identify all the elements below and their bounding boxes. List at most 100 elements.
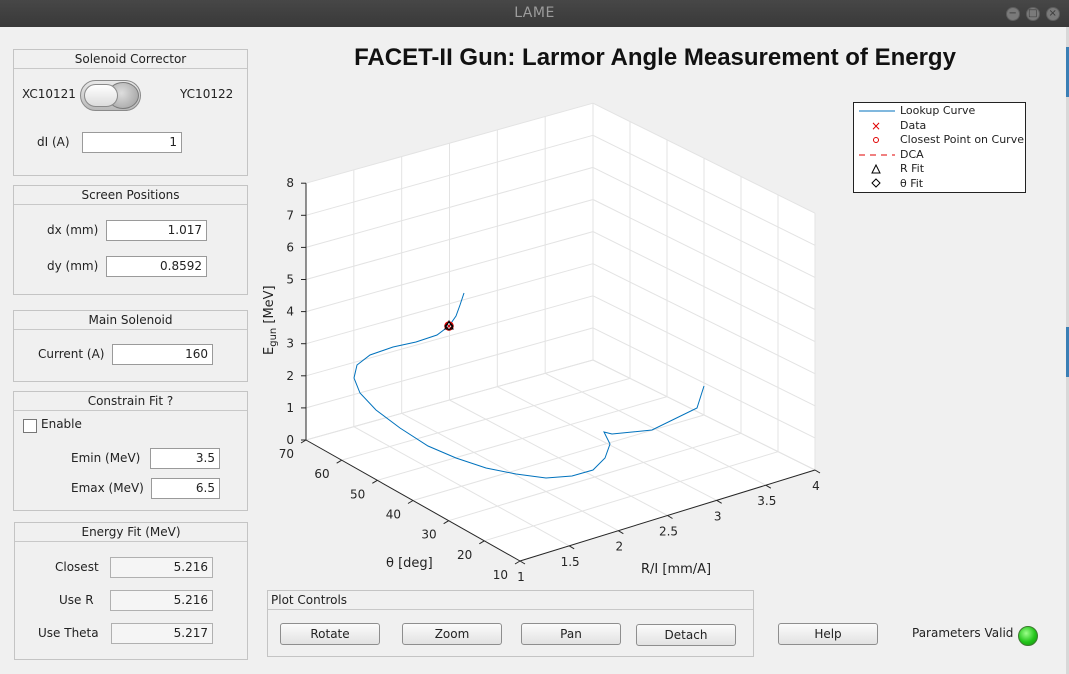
y-tick-label: 30 <box>421 528 436 542</box>
maximize-icon[interactable]: □ <box>1026 7 1040 21</box>
emax-field[interactable]: 6.5 <box>151 478 220 499</box>
current-label: Current (A) <box>38 347 105 361</box>
xc-label: XC10121 <box>22 87 76 101</box>
current-field[interactable]: 160 <box>112 344 213 365</box>
z-tick-label: 1 <box>286 401 294 415</box>
grid-line <box>341 377 631 461</box>
x-tick <box>667 515 673 519</box>
energy-fit-panel: Energy Fit (MeV) Closest 5.216 Use R 5.2… <box>14 522 248 660</box>
theta-fit-marker <box>444 321 454 331</box>
y-tick-label: 40 <box>386 508 401 522</box>
grid-line <box>305 359 594 441</box>
y-tick <box>514 560 521 565</box>
z-tick-label: 4 <box>286 305 294 319</box>
panel-title: Main Solenoid <box>14 311 247 330</box>
x-tick <box>618 530 624 535</box>
legend-entry: DCA <box>900 148 924 161</box>
pan-button[interactable]: Pan <box>521 623 621 645</box>
detach-button[interactable]: Detach <box>636 624 736 646</box>
x-tick <box>765 484 772 489</box>
legend-entry: Data <box>900 119 927 132</box>
x-tick-label: 3.5 <box>757 494 776 508</box>
y-tick-label: 20 <box>457 548 472 562</box>
y-tick-label: 10 <box>493 568 508 582</box>
y-tick-label: 60 <box>314 467 329 481</box>
status-led-icon <box>1018 626 1038 646</box>
z-tick-label: 2 <box>286 369 294 383</box>
z-tick-label: 6 <box>286 240 294 254</box>
panel-title: Screen Positions <box>14 186 247 205</box>
x-tick-label: 2.5 <box>659 525 678 539</box>
z-tick-label: 0 <box>286 433 294 447</box>
grid-line <box>305 199 594 280</box>
panel-title: Solenoid Corrector <box>14 50 247 69</box>
y-tick <box>479 540 485 545</box>
grid-line <box>592 359 816 471</box>
grid-line <box>305 263 594 345</box>
toggle-lever[interactable] <box>84 84 118 107</box>
y-tick <box>443 520 449 525</box>
grid-line <box>592 134 816 246</box>
plot-controls-panel: Plot Controls Rotate Zoom Pan Detach <box>267 590 754 657</box>
dx-field[interactable]: 1.017 <box>106 220 207 241</box>
dy-field[interactable]: 0.8592 <box>106 256 207 277</box>
y-tick <box>407 500 414 504</box>
user-label: Use R <box>59 593 94 607</box>
di-field[interactable]: 1 <box>82 132 182 153</box>
screen-positions-panel: Screen Positions dx (mm) 1.017 dy (mm) 0… <box>13 185 248 295</box>
minimize-icon[interactable]: − <box>1006 7 1020 21</box>
grid-line <box>377 396 668 481</box>
grid-line <box>484 451 779 542</box>
legend-entry: Lookup Curve <box>900 104 976 117</box>
emax-label: Emax (MeV) <box>71 481 144 495</box>
marker-group: × <box>444 319 454 333</box>
data-x-marker: × <box>444 319 454 333</box>
close-icon[interactable]: × <box>1046 7 1060 21</box>
grid-line <box>592 102 816 214</box>
yc-label: YC10122 <box>180 87 234 101</box>
zoom-button[interactable]: Zoom <box>402 623 502 645</box>
z-tick-label: 3 <box>286 337 294 351</box>
lookup-curve <box>353 292 705 479</box>
grid-line <box>592 166 816 278</box>
x-axis-label: R/I [mm/A] <box>641 562 711 577</box>
plot-legend[interactable]: × Lookup Curve Data Closest Point on Cur… <box>853 102 1026 193</box>
x-tick <box>814 469 821 474</box>
lookup-curve-group <box>353 292 705 479</box>
x-tick-label: 2 <box>616 540 624 554</box>
legend-entry: Closest Point on Curve <box>900 133 1024 146</box>
usetheta-field: 5.217 <box>111 623 213 644</box>
grid-line <box>305 295 594 377</box>
x-tick <box>716 499 722 504</box>
x-tick <box>568 545 575 550</box>
grid-line <box>305 231 594 313</box>
floor-plane <box>306 360 815 561</box>
usetheta-label: Use Theta <box>38 626 99 640</box>
y-tick <box>336 459 342 464</box>
grid-line <box>592 327 816 439</box>
window-title: LAME <box>514 5 555 21</box>
grid-line <box>305 102 594 184</box>
emin-field[interactable]: 3.5 <box>150 448 220 469</box>
x-tick-label: 1 <box>517 570 525 584</box>
x-tick-label: 4 <box>812 479 820 493</box>
legend-triangle-glyph <box>871 163 881 174</box>
closest-field: 5.216 <box>110 557 213 578</box>
rotate-button[interactable]: Rotate <box>280 623 380 645</box>
x-tick-label: 3 <box>714 509 722 523</box>
y-axis-label: θ [deg] <box>386 556 433 571</box>
z-tick-label: 8 <box>286 176 294 190</box>
x-tick <box>519 560 526 565</box>
corrector-toggle-switch[interactable] <box>80 80 141 111</box>
emin-label: Emin (MeV) <box>71 451 141 465</box>
z-tick-label: 7 <box>286 208 294 222</box>
main-solenoid-panel: Main Solenoid Current (A) 160 <box>13 310 248 382</box>
axes-grid <box>305 102 816 562</box>
enable-checkbox[interactable] <box>23 419 37 433</box>
plot-title: FACET-II Gun: Larmor Angle Measurement o… <box>354 44 956 71</box>
legend-glyphs: × <box>859 110 895 188</box>
panel-title: Energy Fit (MeV) <box>15 523 247 542</box>
help-button[interactable]: Help <box>778 623 878 645</box>
window-edge <box>1066 27 1069 674</box>
